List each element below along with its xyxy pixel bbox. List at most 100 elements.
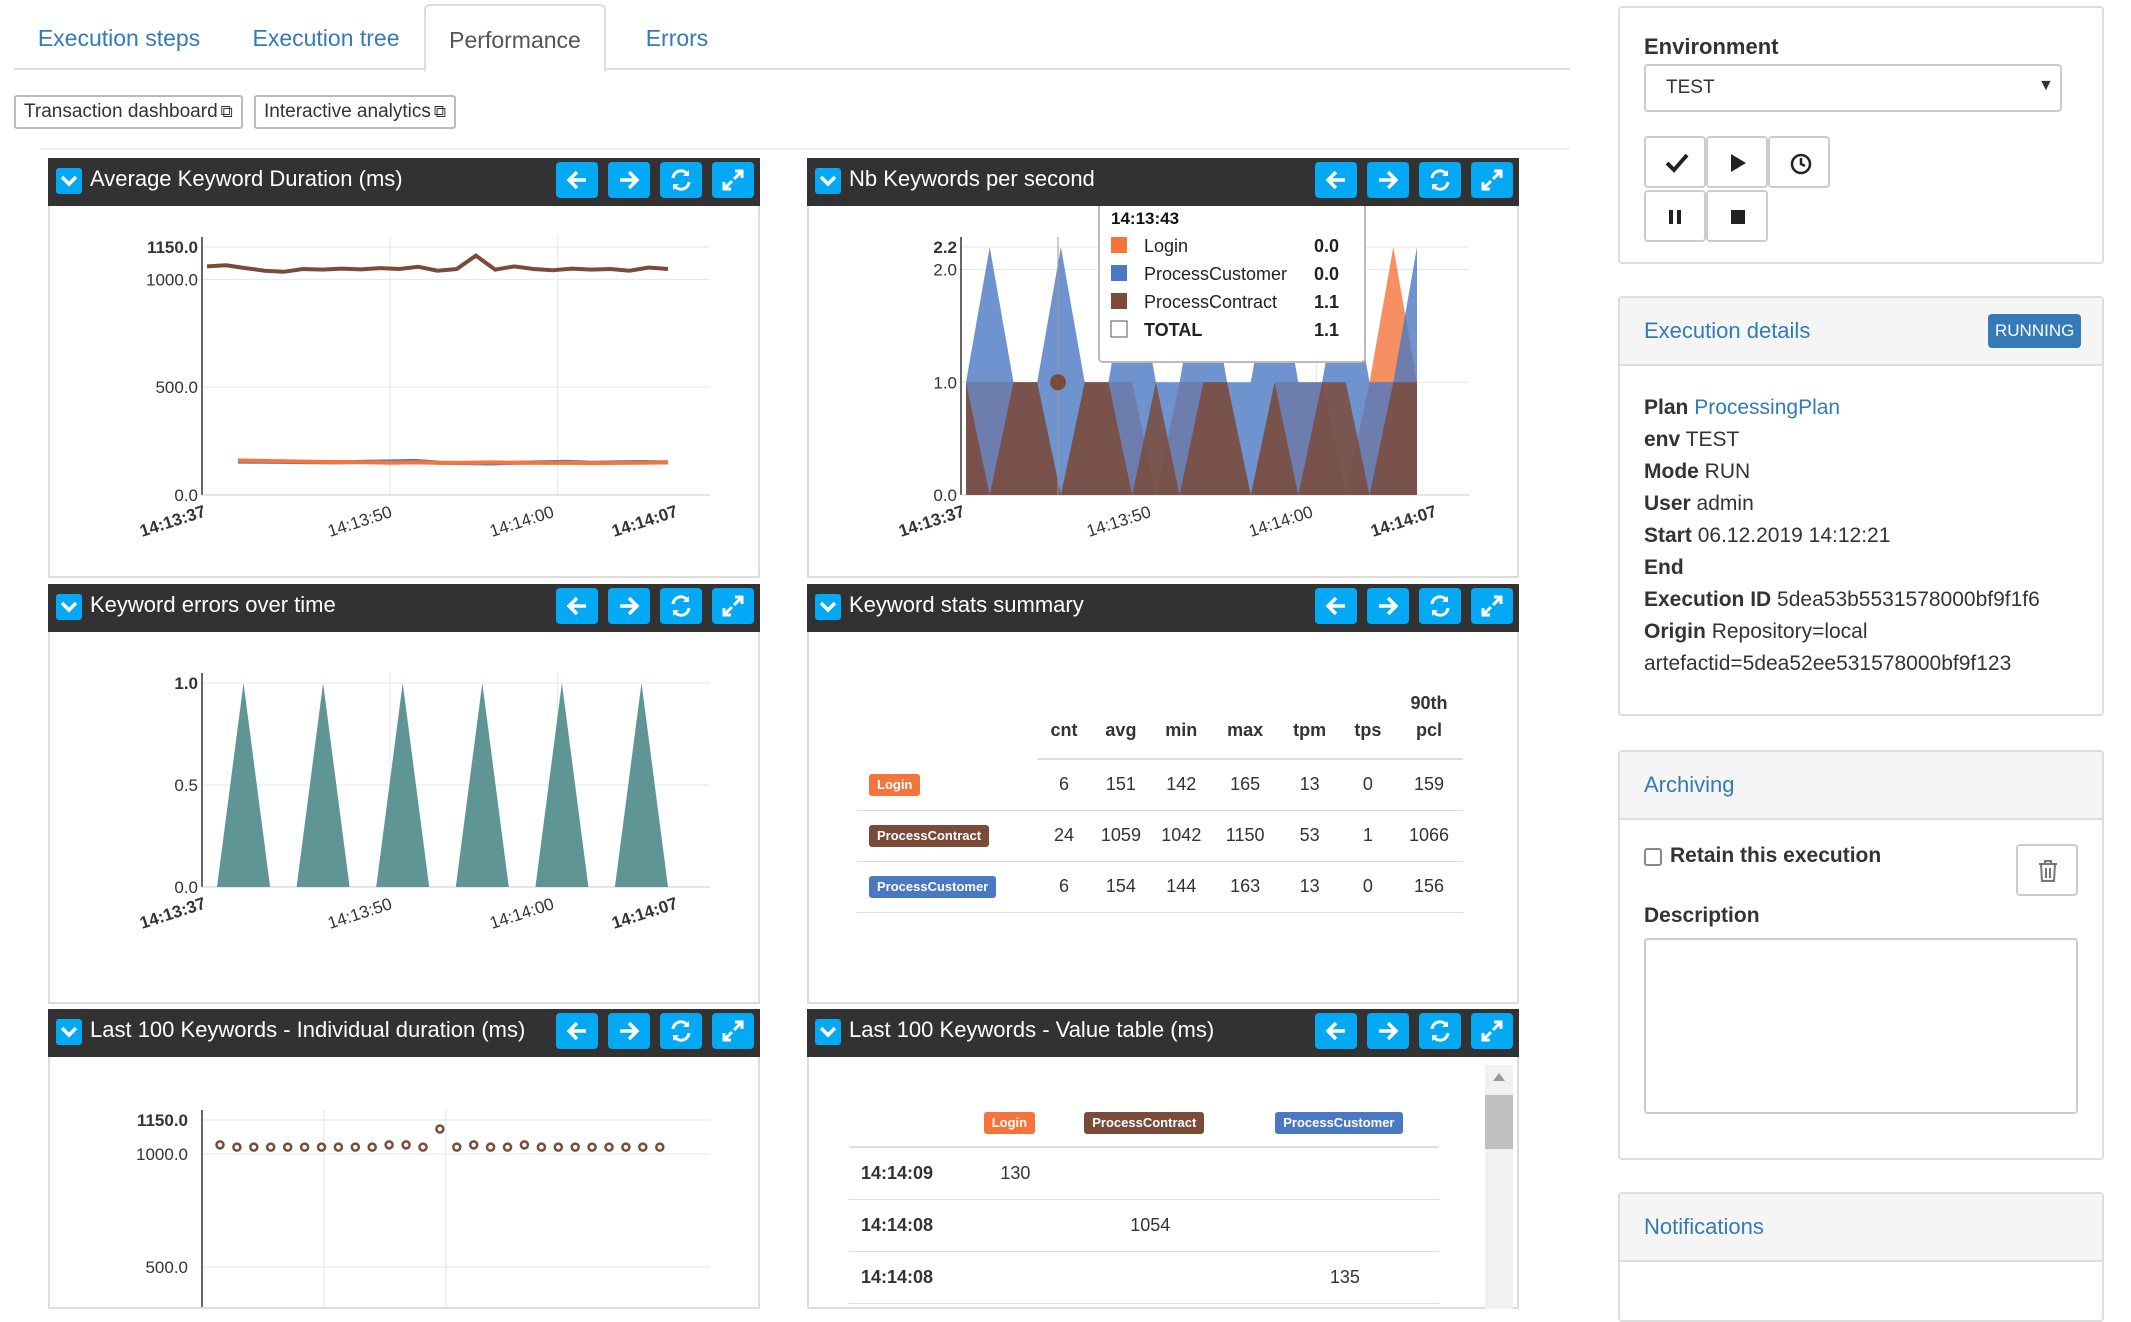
refresh-icon[interactable] — [660, 588, 702, 624]
execution-id-value: 5dea53b5531578000bf9f1f6 — [1777, 588, 2040, 611]
panel-title: Average Keyword Duration (ms) — [90, 166, 403, 191]
next-arrow-icon[interactable] — [1367, 588, 1409, 624]
scrollbar-thumb[interactable] — [1485, 1095, 1513, 1149]
origin-label: Origin — [1644, 620, 1706, 643]
collapse-chevron-icon[interactable] — [56, 594, 82, 620]
y-tick-label: 0.0 — [174, 878, 198, 897]
next-arrow-icon[interactable] — [608, 162, 650, 198]
previous-arrow-icon[interactable] — [556, 162, 598, 198]
next-arrow-icon[interactable] — [1367, 1013, 1409, 1049]
panel-title: Last 100 Keywords - Individual duration … — [90, 1017, 526, 1042]
previous-arrow-icon[interactable] — [1315, 588, 1357, 624]
collapse-chevron-icon[interactable] — [815, 168, 841, 194]
y-tick-label: 1.0 — [174, 674, 198, 693]
tab-errors[interactable]: Errors — [645, 25, 709, 51]
expand-icon[interactable] — [1471, 162, 1513, 198]
external-link-icon: ⧉ — [220, 102, 233, 121]
origin-artefact: artefactid=5dea52ee531578000bf9f123 — [1644, 652, 2012, 675]
expand-icon[interactable] — [712, 162, 754, 198]
table-cell: 13 — [1278, 861, 1341, 913]
expand-icon[interactable] — [712, 588, 754, 624]
delete-button[interactable] — [2016, 844, 2078, 896]
panel-header: Average Keyword Duration (ms) — [48, 158, 760, 206]
confirm-button[interactable] — [1644, 136, 1706, 188]
table-cell: 1 — [1340, 810, 1395, 862]
archiving-card: Archiving Retain this execution Descript… — [1618, 750, 2104, 1160]
start-label: Start — [1644, 524, 1692, 547]
panel-last-100-duration: Last 100 Keywords - Individual duration … — [48, 1009, 760, 1309]
value-table: Login ProcessContract ProcessCustomer 14:14… — [849, 1109, 1439, 1304]
point-processcontract — [435, 1124, 445, 1134]
table-cell: 159 — [1394, 759, 1463, 811]
previous-arrow-icon[interactable] — [1315, 1013, 1357, 1049]
refresh-icon[interactable] — [660, 1013, 702, 1049]
previous-arrow-icon[interactable] — [1315, 162, 1357, 198]
notifications-title: Notifications — [1644, 1214, 1764, 1239]
tooltip-series-value: 1.1 — [1314, 320, 1339, 340]
y-tick-label: 1150.0 — [147, 238, 198, 257]
table-header-cell — [857, 690, 1037, 759]
y-tick-label: 0.0 — [933, 486, 957, 505]
expand-icon[interactable] — [1471, 1013, 1513, 1049]
refresh-icon[interactable] — [1419, 1013, 1461, 1049]
run-button[interactable] — [1706, 136, 1768, 188]
collapse-chevron-icon[interactable] — [815, 594, 841, 620]
point-processcontract — [249, 1142, 259, 1152]
clock-icon — [1790, 153, 1812, 175]
environment-select[interactable]: TEST ▼ — [1644, 64, 2062, 112]
keywords-per-second-chart: 2.22.01.00.014:13:37 14:13:50 14:14:00 14:1… — [896, 206, 1469, 541]
tab-execution-steps[interactable]: Execution steps — [37, 25, 201, 51]
stop-button[interactable] — [1706, 190, 1768, 242]
hover-marker — [1050, 374, 1066, 391]
description-textarea[interactable] — [1644, 938, 2078, 1114]
table-cell: 130 — [969, 1147, 1050, 1200]
tab-performance[interactable]: Performance — [424, 4, 606, 72]
panel-title: Nb Keywords per second — [849, 166, 1095, 191]
previous-arrow-icon[interactable] — [556, 1013, 598, 1049]
transaction-dashboard-label: Transaction dashboard — [24, 101, 218, 122]
pause-button[interactable] — [1644, 190, 1706, 242]
chart-body: 1150.0 1000.0 500.0 0.0 14:13:37 14:13:50 14:1… — [50, 206, 758, 576]
x-tick-label: 14:13:37 — [137, 894, 208, 933]
transaction-dashboard-button[interactable]: Transaction dashboard ⧉ — [14, 95, 243, 129]
next-arrow-icon[interactable] — [608, 588, 650, 624]
refresh-icon[interactable] — [1419, 588, 1461, 624]
table-header-cell: avg — [1091, 690, 1151, 760]
scrollbar[interactable] — [1485, 1065, 1513, 1309]
table-cell: 163 — [1211, 861, 1279, 913]
next-arrow-icon[interactable] — [608, 1013, 650, 1049]
tooltip-swatch — [1111, 237, 1127, 253]
table-row: ProcessContract 24 1059 1042 1150 53 1 1066 — [857, 810, 1463, 862]
x-tick-label: 14:14:00 — [1246, 502, 1315, 541]
panel-header: Keyword errors over time — [48, 584, 760, 632]
refresh-icon[interactable] — [1419, 162, 1461, 198]
stats-table: cnt avg min max tpm tps 90th pcl Login 6 151 142 165… — [857, 690, 1463, 913]
notifications-card: Notifications — [1618, 1192, 2104, 1322]
expand-icon[interactable] — [1471, 588, 1513, 624]
table-cell: 6 — [1037, 861, 1092, 913]
previous-arrow-icon[interactable] — [556, 588, 598, 624]
mode-value: RUN — [1704, 460, 1751, 483]
retain-checkbox[interactable] — [1644, 848, 1662, 866]
point-processcontract — [553, 1142, 564, 1152]
expand-icon[interactable] — [712, 1013, 754, 1049]
collapse-chevron-icon[interactable] — [56, 168, 82, 194]
interactive-analytics-button[interactable]: Interactive analytics ⧉ — [254, 95, 456, 129]
plan-link[interactable]: ProcessingPlan — [1694, 396, 1841, 419]
scroll-up-icon[interactable] — [1493, 1073, 1505, 1081]
panel-header: Last 100 Keywords - Value table (ms) — [807, 1009, 1519, 1057]
schedule-button[interactable] — [1768, 136, 1830, 188]
table-cell: 0 — [1340, 759, 1395, 811]
point-processcontract — [502, 1142, 513, 1152]
next-arrow-icon[interactable] — [1367, 162, 1409, 198]
table-cell: 1042 — [1150, 810, 1212, 862]
table-row: 14:14:08 1054 — [849, 1199, 1439, 1252]
tooltip-swatch — [1111, 265, 1127, 281]
refresh-icon[interactable] — [660, 162, 702, 198]
retain-label: Retain this execution — [1670, 844, 1882, 867]
collapse-chevron-icon[interactable] — [815, 1019, 841, 1045]
collapse-chevron-icon[interactable] — [56, 1019, 82, 1045]
tab-execution-tree[interactable]: Execution tree — [252, 25, 400, 51]
x-tick-label: 14:13:37 — [896, 502, 967, 541]
table-cell: 6 — [1037, 759, 1092, 811]
